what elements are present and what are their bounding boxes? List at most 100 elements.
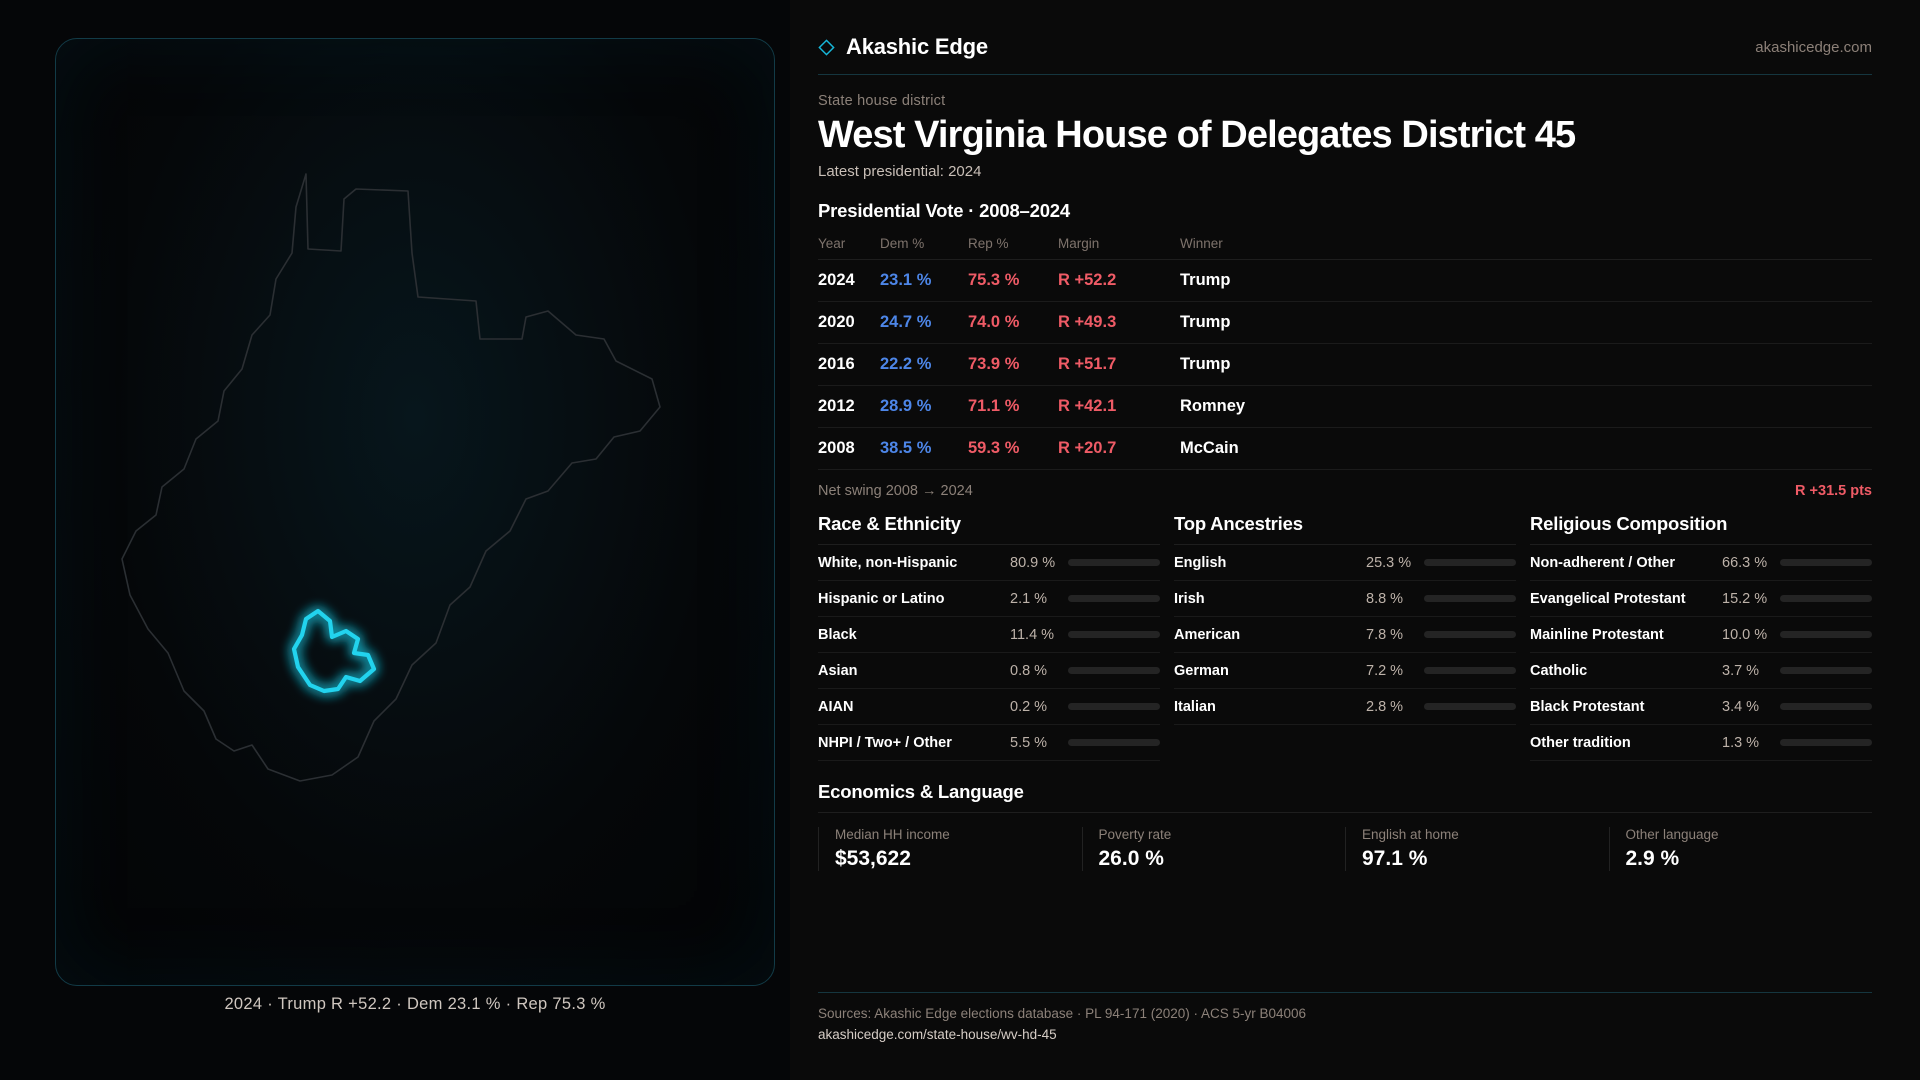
cell-winner: Romney bbox=[1180, 385, 1872, 429]
cell-year: 2012 bbox=[818, 385, 880, 429]
state-map-svg[interactable] bbox=[56, 39, 776, 987]
cell-winner: Trump bbox=[1180, 301, 1872, 345]
item-label: NHPI / Two+ / Other bbox=[818, 734, 952, 751]
sources-line: Sources: Akashic Edge elections database… bbox=[818, 1006, 1307, 1021]
item-bar bbox=[1424, 559, 1516, 567]
list-item: Catholic 3.7 % bbox=[1530, 653, 1872, 690]
list-item: Evangelical Protestant 15.2 % bbox=[1530, 581, 1872, 618]
brand-logo[interactable]: Akashic Edge bbox=[818, 34, 988, 60]
item-bar bbox=[1068, 631, 1160, 639]
page-title: West Virginia House of Delegates Distric… bbox=[818, 114, 1576, 156]
table-header-row: Year Dem % Rep % Margin Winner bbox=[818, 232, 1872, 261]
stat-median-hh-income: Median HH income $53,622 bbox=[818, 827, 1082, 872]
cell-year: 2020 bbox=[818, 301, 880, 345]
item-value: 8.8 % bbox=[1366, 590, 1404, 607]
item-label: Irish bbox=[1174, 590, 1205, 607]
panel-title: Religious Composition bbox=[1530, 513, 1872, 546]
cell-winner: Trump bbox=[1180, 259, 1872, 303]
stat-label: Other language bbox=[1625, 827, 1719, 843]
table-row[interactable]: 2020 24.7 % 74.0 % R +49.3 Trump bbox=[818, 301, 1872, 345]
stat-value: $53,622 bbox=[835, 847, 911, 871]
item-value: 11.4 % bbox=[1010, 626, 1055, 643]
brand-name: Akashic Edge bbox=[846, 34, 988, 59]
item-bar bbox=[1424, 667, 1516, 675]
list-item: Non-adherent / Other 66.3 % bbox=[1530, 545, 1872, 582]
footer-url[interactable]: akashicedge.com/state-house/wv-hd-45 bbox=[818, 1027, 1057, 1042]
content-panel: Akashic Edge akashicedge.com State house… bbox=[790, 0, 1920, 1080]
list-item: Asian 0.8 % bbox=[818, 653, 1160, 690]
col-rep: Rep % bbox=[968, 232, 1058, 261]
item-bar bbox=[1424, 631, 1516, 639]
item-value: 25.3 % bbox=[1366, 554, 1412, 571]
item-bar bbox=[1068, 595, 1160, 603]
item-label: AIAN bbox=[818, 698, 854, 715]
cell-dem: 38.5 % bbox=[880, 427, 968, 471]
panel-religious-composition: Religious Composition Non-adherent / Oth… bbox=[1530, 513, 1872, 762]
item-value: 0.2 % bbox=[1010, 698, 1048, 715]
table-row[interactable]: 2016 22.2 % 73.9 % R +51.7 Trump bbox=[818, 343, 1872, 387]
demographics-grid: Race & Ethnicity White, non-Hispanic 80.… bbox=[818, 513, 1872, 762]
cell-rep: 59.3 % bbox=[968, 427, 1058, 471]
list-item: English 25.3 % bbox=[1174, 545, 1516, 582]
stat-other-language: Other language 2.9 % bbox=[1608, 827, 1873, 872]
stat-english-at-home: English at home 97.1 % bbox=[1345, 827, 1609, 872]
item-value: 7.8 % bbox=[1366, 626, 1404, 643]
item-label: Evangelical Protestant bbox=[1530, 590, 1686, 607]
state-outline-path bbox=[121, 173, 661, 782]
item-bar bbox=[1424, 703, 1516, 711]
diamond-icon bbox=[818, 38, 835, 56]
list-item: American 7.8 % bbox=[1174, 617, 1516, 654]
list-item-spacer bbox=[1174, 725, 1516, 760]
stat-value: 26.0 % bbox=[1098, 847, 1164, 871]
cell-rep: 74.0 % bbox=[968, 301, 1058, 345]
item-bar bbox=[1780, 739, 1872, 747]
table-row[interactable]: 2012 28.9 % 71.1 % R +42.1 Romney bbox=[818, 385, 1872, 429]
item-value: 3.7 % bbox=[1722, 662, 1760, 679]
item-label: Asian bbox=[818, 662, 858, 679]
stat-poverty-rate: Poverty rate 26.0 % bbox=[1081, 827, 1346, 872]
item-bar bbox=[1780, 559, 1872, 567]
list-item: Other tradition 1.3 % bbox=[1530, 725, 1872, 762]
item-value: 5.5 % bbox=[1010, 734, 1048, 751]
brand-site[interactable]: akashicedge.com bbox=[1755, 38, 1872, 56]
item-label: Mainline Protestant bbox=[1530, 626, 1664, 643]
panel-top-ancestries: Top Ancestries English 25.3 % Irish 8.8 … bbox=[1174, 513, 1516, 761]
net-swing-row: Net swing 2008 → 2024 R +31.5 pts bbox=[818, 483, 1872, 499]
cell-dem: 22.2 % bbox=[880, 343, 968, 387]
item-bar bbox=[1068, 559, 1160, 567]
col-year: Year bbox=[818, 232, 880, 261]
item-label: Hispanic or Latino bbox=[818, 590, 945, 607]
item-value: 15.2 % bbox=[1722, 590, 1768, 607]
item-value: 1.3 % bbox=[1722, 734, 1760, 751]
item-label: German bbox=[1174, 662, 1229, 679]
stat-value: 2.9 % bbox=[1625, 847, 1680, 871]
cell-margin: R +51.7 bbox=[1058, 343, 1180, 387]
item-bar bbox=[1424, 595, 1516, 603]
cell-year: 2024 bbox=[818, 259, 880, 303]
cell-winner: McCain bbox=[1180, 427, 1872, 471]
col-margin: Margin bbox=[1058, 232, 1180, 261]
item-value: 10.0 % bbox=[1722, 626, 1768, 643]
item-label: American bbox=[1174, 626, 1241, 643]
item-bar bbox=[1068, 667, 1160, 675]
map-panel: 2024 · Trump R +52.2 · Dem 23.1 % · Rep … bbox=[0, 0, 790, 1080]
stat-label: English at home bbox=[1362, 827, 1459, 843]
map-card bbox=[55, 38, 775, 986]
table-row[interactable]: 2024 23.1 % 75.3 % R +52.2 Trump bbox=[818, 259, 1872, 303]
item-value: 2.8 % bbox=[1366, 698, 1404, 715]
table-row[interactable]: 2008 38.5 % 59.3 % R +20.7 McCain bbox=[818, 427, 1872, 471]
item-bar bbox=[1780, 595, 1872, 603]
economics-section-title: Economics & Language bbox=[818, 781, 1872, 814]
item-label: Catholic bbox=[1530, 662, 1588, 679]
economics-grid: Median HH income $53,622 Poverty rate 26… bbox=[818, 827, 1873, 872]
item-label: Black bbox=[818, 626, 857, 643]
brand-bar: Akashic Edge akashicedge.com bbox=[818, 34, 1872, 75]
highlighted-district[interactable] bbox=[291, 608, 377, 694]
cell-rep: 73.9 % bbox=[968, 343, 1058, 387]
cell-dem: 23.1 % bbox=[880, 259, 968, 303]
map-caption: 2024 · Trump R +52.2 · Dem 23.1 % · Rep … bbox=[224, 995, 606, 1013]
col-winner: Winner bbox=[1180, 232, 1872, 261]
list-item: Black 11.4 % bbox=[818, 617, 1160, 654]
cell-winner: Trump bbox=[1180, 343, 1872, 387]
